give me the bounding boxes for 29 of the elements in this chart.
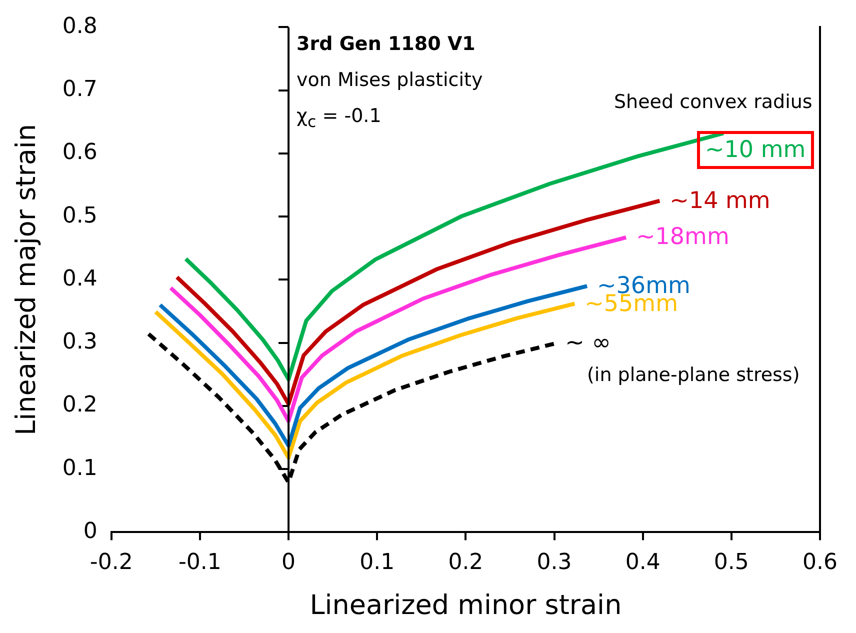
- annotation: von Mises plasticity: [296, 69, 483, 92]
- annotation: 3rd Gen 1180 V1: [296, 33, 476, 56]
- x-tick-label: 0.5: [714, 550, 749, 576]
- y-tick-label: 0.5: [62, 203, 98, 228]
- series-label: ~14 mm: [670, 188, 770, 214]
- series-label: ~10 mm: [705, 137, 806, 164]
- y-tick-label: 0.6: [62, 140, 98, 166]
- x-tick-label: 0.3: [536, 550, 572, 576]
- series-label: ~18mm: [636, 224, 730, 250]
- y-tick-label: 0: [83, 518, 98, 544]
- x-tick-label: 0.2: [448, 550, 484, 576]
- y-axis-title: Linearized major strain: [11, 124, 42, 436]
- y-tick-label: 0.8: [62, 14, 98, 39]
- x-tick-label: -0.2: [90, 550, 133, 576]
- annotation: Sheed convex radius: [614, 91, 812, 114]
- x-tick-label: 0: [282, 550, 296, 576]
- y-tick-label: 0.3: [62, 330, 98, 355]
- x-axis-title: Linearized minor strain: [310, 590, 622, 621]
- annotation: χ$_{c}$ = -0.1: [296, 105, 382, 131]
- y-tick-label: 0.4: [62, 266, 98, 292]
- y-tick-label: 0.2: [62, 392, 98, 418]
- x-tick-label: 0.6: [802, 550, 838, 576]
- y-tick-label: 0.7: [62, 77, 98, 102]
- series-label: ~ ∞: [565, 330, 611, 356]
- y-tick-label: 0.1: [62, 456, 98, 481]
- x-tick-label: -0.1: [178, 550, 222, 576]
- annotation: (in plane-plane stress): [587, 364, 800, 386]
- x-tick-label: 0.4: [625, 550, 660, 576]
- x-tick-label: 0.1: [360, 550, 395, 576]
